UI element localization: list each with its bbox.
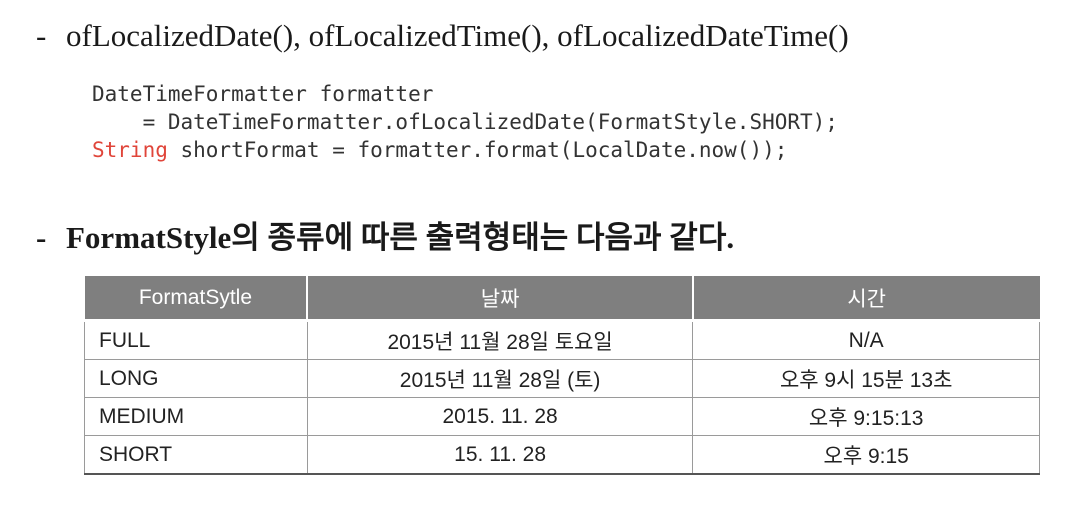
table-header-row: FormatSytle 날짜 시간 xyxy=(84,276,1040,322)
code-keyword-string: String xyxy=(92,138,168,162)
style-cell: FULL xyxy=(84,319,308,360)
style-cell: SHORT xyxy=(84,435,308,475)
header-time: 시간 xyxy=(691,276,1040,322)
time-cell: 오후 9:15 xyxy=(692,435,1040,475)
section-heading-formatstyle: - FormatStyle의 종류에 따른 출력형태는 다음과 같다. xyxy=(36,212,734,257)
date-cell: 2015년 11월 28일 (토) xyxy=(306,359,694,398)
date-cell: 2015. 11. 28 xyxy=(306,397,694,436)
table-row: FULL 2015년 11월 28일 토요일 N/A xyxy=(84,319,1040,360)
time-cell: N/A xyxy=(692,319,1040,360)
code-line-3: shortFormat = formatter.format(LocalDate… xyxy=(167,138,788,162)
style-cell: MEDIUM xyxy=(84,397,308,436)
code-line-1: DateTimeFormatter formatter xyxy=(92,82,434,106)
header-formatstyle: FormatSytle xyxy=(84,276,308,322)
formatstyle-table: FormatSytle 날짜 시간 FULL 2015년 11월 28일 토요일… xyxy=(84,276,1040,475)
date-cell: 2015년 11월 28일 토요일 xyxy=(306,319,694,360)
code-block: DateTimeFormatter formatter = DateTimeFo… xyxy=(92,80,838,164)
time-cell: 오후 9시 15분 13초 xyxy=(692,359,1040,398)
header-date: 날짜 xyxy=(306,276,693,322)
table-row: MEDIUM 2015. 11. 28 오후 9:15:13 xyxy=(84,397,1040,436)
bullet-dash: - xyxy=(36,220,47,255)
code-line-2: = DateTimeFormatter.ofLocalizedDate(Form… xyxy=(92,110,838,134)
section-heading-localized-methods: - ofLocalizedDate(), ofLocalizedTime(), o… xyxy=(36,18,849,54)
table-row: SHORT 15. 11. 28 오후 9:15 xyxy=(84,435,1040,475)
date-cell: 15. 11. 28 xyxy=(306,435,694,475)
table-row: LONG 2015년 11월 28일 (토) 오후 9시 15분 13초 xyxy=(84,359,1040,398)
bullet-dash: - xyxy=(36,18,47,53)
heading-text: ofLocalizedDate(), ofLocalizedTime(), of… xyxy=(66,18,849,53)
heading-text: FormatStyle의 종류에 따른 출력형태는 다음과 같다. xyxy=(66,220,735,255)
time-cell: 오후 9:15:13 xyxy=(692,397,1040,436)
style-cell: LONG xyxy=(84,359,308,398)
